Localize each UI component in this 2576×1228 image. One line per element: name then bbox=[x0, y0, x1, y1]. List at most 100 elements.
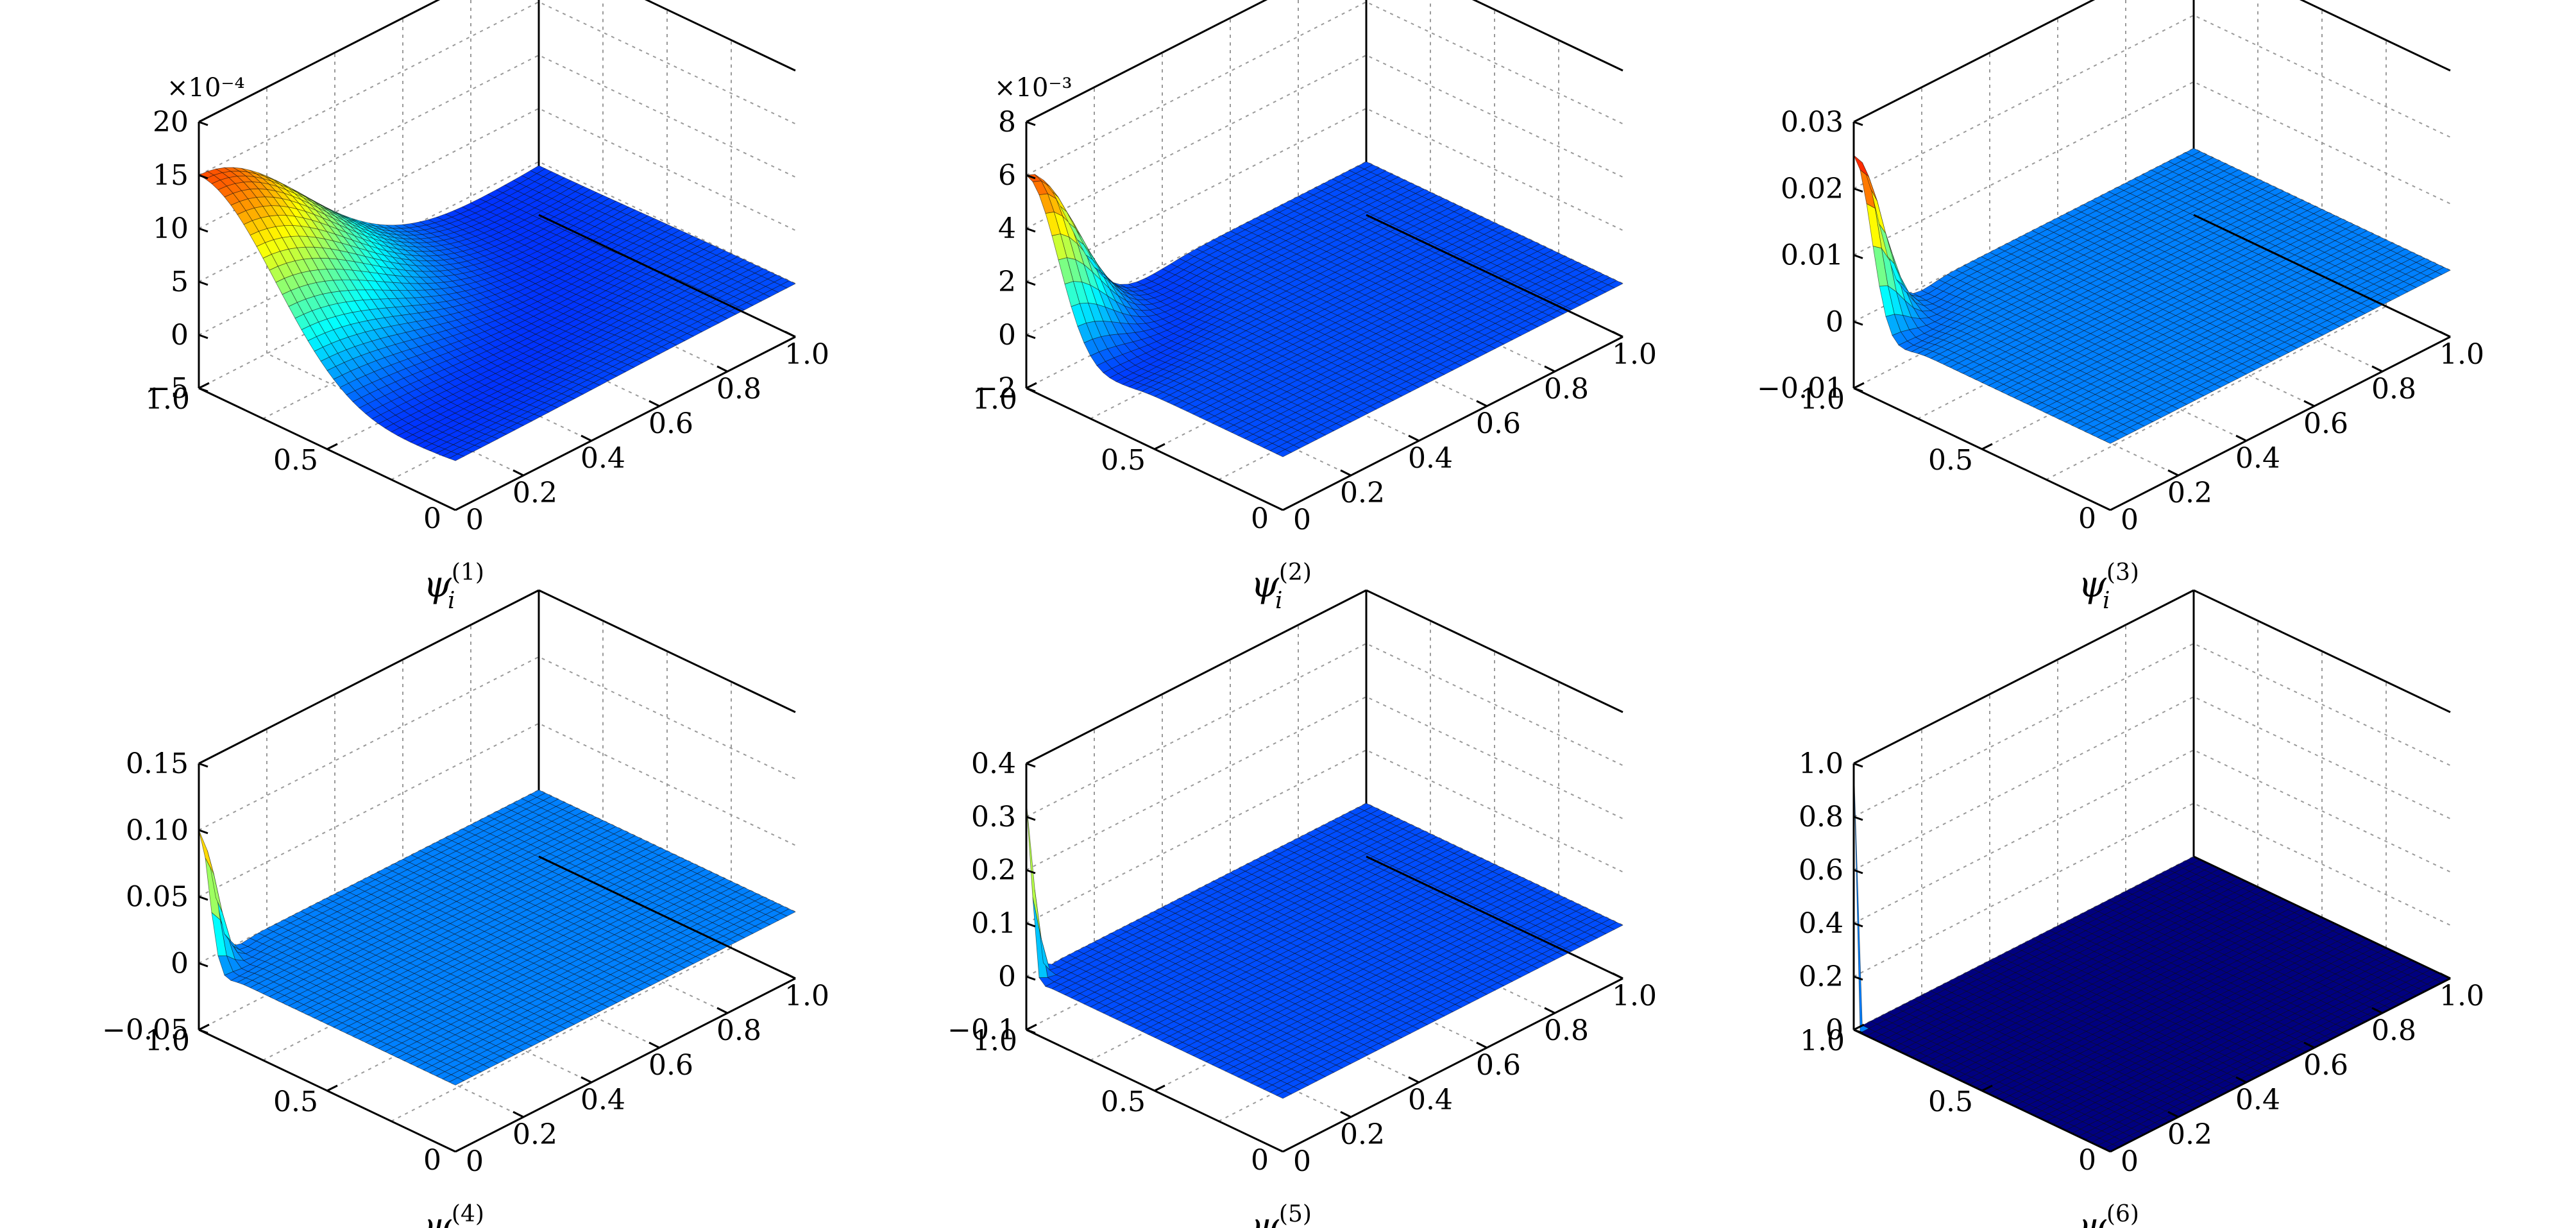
y-tick-mark bbox=[199, 383, 209, 388]
z-tick-mark bbox=[199, 122, 208, 125]
x-tick-mark bbox=[2236, 436, 2246, 441]
y-origin-label: 0 bbox=[1251, 502, 1269, 535]
x-tick-mark bbox=[785, 332, 795, 337]
panel-label-sub: i bbox=[448, 588, 455, 614]
x-tick-mark bbox=[581, 436, 591, 441]
x-tick-mark bbox=[2372, 366, 2382, 371]
x-tick-label: 0.4 bbox=[2235, 442, 2280, 475]
z-tick-label: 6 bbox=[998, 159, 1016, 192]
z-tick-mark bbox=[1026, 282, 1035, 285]
x-tick-label: 1.0 bbox=[1612, 338, 1657, 371]
y-tick-label: 1.0 bbox=[972, 383, 1017, 416]
z-tick-label: 4 bbox=[998, 212, 1016, 245]
x-tick-label: 0.6 bbox=[2303, 407, 2348, 440]
scale-multiplier: ×10⁻⁴ bbox=[167, 73, 245, 103]
z-tick-label: 8 bbox=[998, 106, 1016, 139]
x-tick-mark bbox=[513, 470, 523, 475]
x-tick-mark bbox=[717, 366, 727, 371]
z-tick-mark bbox=[1854, 255, 1863, 259]
x-tick-mark bbox=[2440, 332, 2450, 337]
z-tick-label: 0 bbox=[1826, 305, 1843, 338]
panel-label: ψ(1) i bbox=[423, 559, 484, 614]
panel-label: ψ(2) i bbox=[1251, 559, 1312, 614]
x-tick-mark bbox=[1341, 470, 1351, 475]
surface-mesh bbox=[199, 166, 795, 461]
panel-label: ψ(3) i bbox=[2078, 559, 2139, 614]
y-tick-mark bbox=[1854, 383, 1864, 388]
x-tick-mark bbox=[1409, 436, 1419, 441]
x-tick-label: 1.0 bbox=[2439, 338, 2484, 371]
y-tick-mark bbox=[1026, 383, 1037, 388]
scale-multiplier: ×10⁻³ bbox=[994, 73, 1072, 103]
panel-label-sub: i bbox=[1275, 588, 1283, 614]
z-tick-mark bbox=[1026, 335, 1035, 338]
y-tick-label: 0.5 bbox=[1101, 444, 1146, 477]
z-tick-mark bbox=[199, 282, 208, 285]
x-tick-label: 0.2 bbox=[1340, 477, 1385, 509]
y-origin-label: 0 bbox=[2078, 502, 2096, 535]
z-tick-label: 0.02 bbox=[1781, 173, 1843, 205]
x-tick-mark bbox=[1613, 332, 1623, 337]
y-tick-label: 0.5 bbox=[273, 444, 318, 477]
z-tick-mark bbox=[1854, 321, 1863, 325]
x-tick-label: 0.6 bbox=[648, 407, 693, 440]
z-tick-mark bbox=[1026, 228, 1035, 232]
x-tick-mark bbox=[2168, 470, 2178, 475]
x-tick-mark bbox=[649, 401, 659, 406]
y-tick-mark bbox=[1155, 444, 1165, 449]
x-tick-label: 0.8 bbox=[1544, 373, 1589, 405]
z-tick-label: 15 bbox=[153, 159, 189, 192]
grid-line bbox=[199, 0, 795, 122]
x-tick-mark bbox=[2304, 401, 2314, 406]
z-tick-label: 10 bbox=[153, 212, 189, 245]
surface-mesh bbox=[1026, 162, 1623, 457]
x-origin-label: 0 bbox=[2121, 504, 2139, 536]
surface-mesh bbox=[1854, 148, 2450, 443]
x-tick-label: 0.4 bbox=[1408, 442, 1453, 475]
x-tick-mark bbox=[1477, 401, 1487, 406]
x-tick-label: 0.2 bbox=[513, 477, 557, 509]
panel-label-sup: (1) bbox=[452, 559, 484, 586]
x-tick-mark bbox=[1545, 366, 1555, 371]
z-tick-mark bbox=[1854, 189, 1863, 192]
z-tick-mark bbox=[199, 228, 208, 232]
z-tick-label: 0.01 bbox=[1781, 239, 1843, 272]
y-tick-label: 1.0 bbox=[1800, 383, 1845, 416]
x-tick-label: 1.0 bbox=[784, 338, 829, 371]
panel-label-sup: (3) bbox=[2106, 559, 2139, 586]
z-tick-label: 0 bbox=[171, 319, 189, 352]
x-tick-label: 0.4 bbox=[580, 442, 625, 475]
z-tick-label: 0 bbox=[998, 319, 1016, 352]
x-tick-label: 0.2 bbox=[2167, 477, 2212, 509]
x-tick-label: 0.6 bbox=[1476, 407, 1521, 440]
z-tick-mark bbox=[1854, 122, 1863, 125]
y-tick-mark bbox=[327, 444, 337, 449]
y-tick-label: 1.0 bbox=[145, 383, 190, 416]
figure: −505101520×10⁻⁴0.51.00 00.20.40.60.81.0ψ(… bbox=[0, 0, 2576, 1228]
z-tick-label: 5 bbox=[171, 266, 189, 298]
grid-line bbox=[1854, 0, 2450, 122]
x-origin-label: 0 bbox=[1293, 504, 1311, 536]
z-tick-label: 2 bbox=[998, 266, 1016, 298]
grid-line bbox=[1026, 0, 1623, 122]
panel-label-sup: (2) bbox=[1279, 559, 1312, 586]
z-tick-mark bbox=[199, 335, 208, 338]
y-tick-label: 0.5 bbox=[1928, 444, 1973, 477]
box-edge bbox=[1026, 0, 1366, 122]
y-tick-mark bbox=[1982, 444, 1992, 449]
z-tick-mark bbox=[1026, 122, 1035, 125]
x-tick-label: 0.8 bbox=[2371, 373, 2416, 405]
z-tick-label: 20 bbox=[153, 106, 189, 139]
x-tick-label: 0.8 bbox=[716, 373, 761, 405]
grid-line bbox=[1854, 15, 2450, 189]
z-tick-label: 0.03 bbox=[1781, 106, 1843, 139]
box-edge bbox=[1854, 0, 2194, 122]
box-edge bbox=[199, 0, 539, 122]
x-origin-label: 0 bbox=[466, 504, 484, 536]
y-origin-label: 0 bbox=[423, 502, 441, 535]
